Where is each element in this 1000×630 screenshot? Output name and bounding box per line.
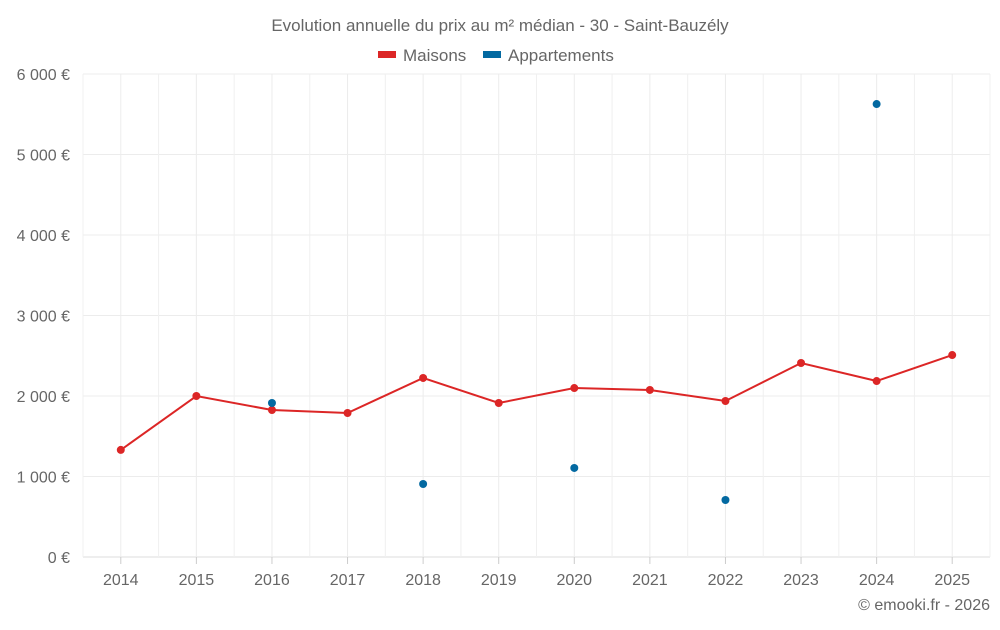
series-line: [120, 354, 953, 451]
data-point: [419, 479, 428, 488]
data-point: [419, 373, 428, 382]
data-point: [267, 406, 276, 415]
data-point: [267, 399, 276, 408]
data-point: [116, 445, 125, 454]
chart-title: Evolution annuelle du prix au m² médian …: [271, 16, 729, 35]
data-point: [872, 377, 881, 386]
x-tick-label: 2014: [103, 572, 139, 589]
x-tick-label: 2016: [254, 572, 290, 589]
legend-swatch-appartements: [483, 51, 501, 58]
x-tick-label: 2018: [405, 572, 441, 589]
x-tick-label: 2021: [632, 572, 668, 589]
legend-label-appartements: Appartements: [508, 46, 614, 65]
data-point: [570, 384, 579, 393]
series: [116, 100, 957, 505]
x-tick-label: 2020: [556, 572, 592, 589]
y-tick-label: 2 000 €: [17, 389, 70, 406]
data-point: [721, 396, 730, 405]
data-point: [872, 100, 881, 109]
data-point: [948, 351, 957, 360]
y-tick-label: 5 000 €: [17, 148, 70, 165]
data-point: [494, 399, 503, 408]
y-tick-label: 1 000 €: [17, 470, 70, 487]
x-tick-label: 2023: [783, 572, 819, 589]
grid: [82, 73, 991, 558]
x-tick-label: 2019: [481, 572, 517, 589]
data-point: [721, 496, 730, 505]
x-tick-label: 2022: [708, 572, 744, 589]
y-tick-label: 6 000 €: [17, 67, 70, 84]
x-tick-label: 2017: [330, 572, 366, 589]
data-point: [645, 385, 654, 394]
data-point: [192, 392, 201, 400]
x-tick-label: 2025: [934, 572, 970, 589]
credit: © emooki.fr - 2026: [858, 597, 990, 614]
y-tick-label: 4 000 €: [17, 228, 70, 245]
y-tick-label: 3 000 €: [17, 309, 70, 326]
data-point: [570, 463, 579, 472]
x-tick-label: 2024: [859, 572, 895, 589]
y-tick-label: 0 €: [48, 550, 70, 567]
axes: 0 € 1 000 € 2 000 € 3 000 € 4 000 € 5 000 € 6 …: [17, 67, 970, 589]
data-point: [797, 358, 806, 367]
x-tick-label: 2015: [179, 572, 215, 589]
series-maisons: [116, 351, 957, 454]
legend: Maisons Appartements: [378, 46, 614, 65]
legend-swatch-maisons: [378, 51, 396, 58]
series-appartements: [267, 100, 881, 505]
data-point: [343, 408, 352, 417]
legend-label-maisons: Maisons: [403, 46, 466, 65]
